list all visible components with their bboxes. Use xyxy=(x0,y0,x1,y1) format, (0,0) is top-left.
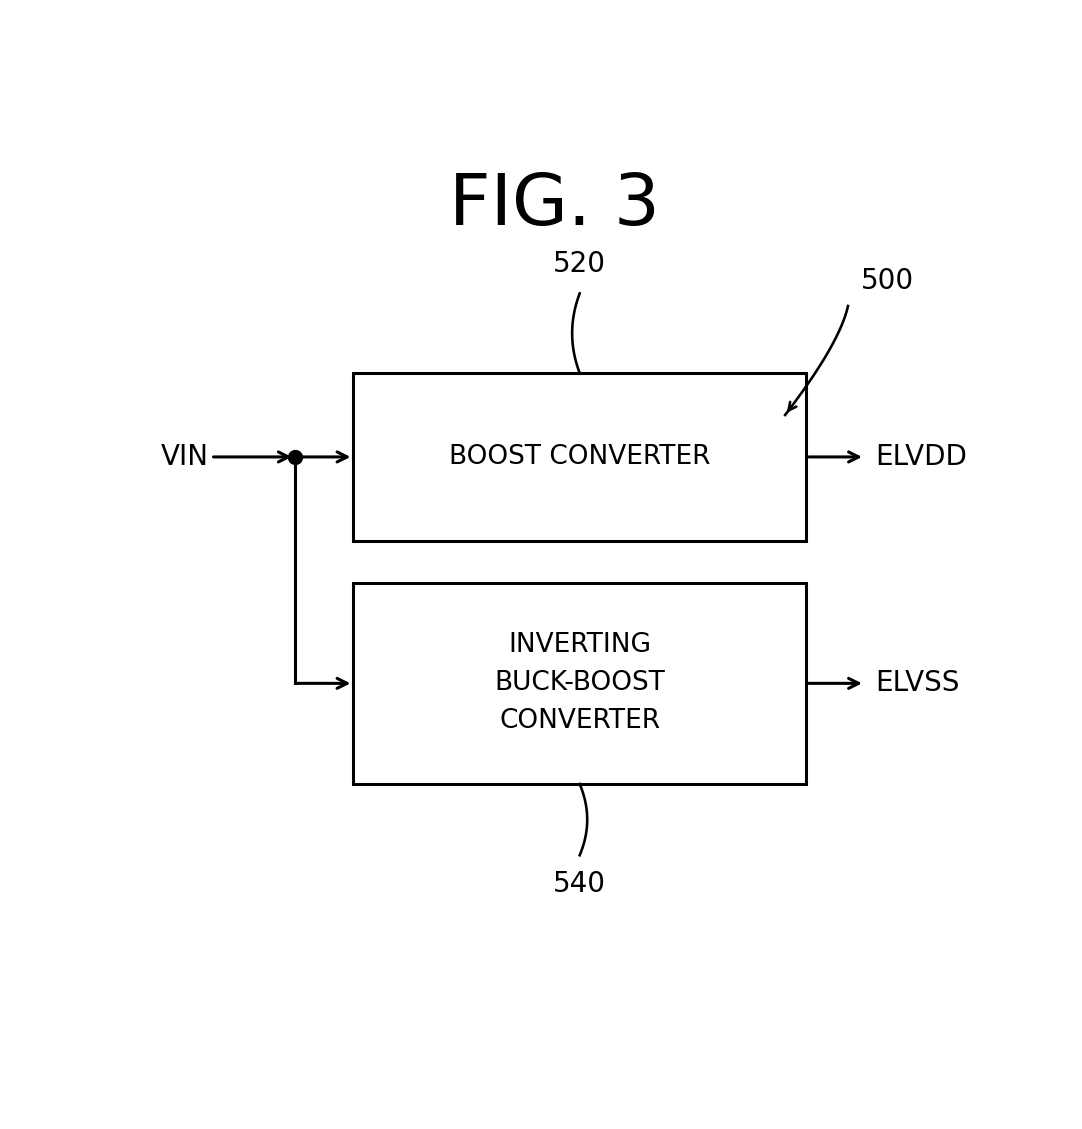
Text: ELVDD: ELVDD xyxy=(875,443,966,471)
Text: VIN: VIN xyxy=(160,443,209,471)
Text: 500: 500 xyxy=(860,266,913,295)
Bar xyxy=(353,583,806,784)
Text: ELVSS: ELVSS xyxy=(875,669,960,698)
Text: FIG. 3: FIG. 3 xyxy=(449,170,660,239)
Text: BOOST CONVERTER: BOOST CONVERTER xyxy=(449,444,711,470)
Text: INVERTING
BUCK-BOOST
CONVERTER: INVERTING BUCK-BOOST CONVERTER xyxy=(494,632,665,734)
Text: 540: 540 xyxy=(553,870,606,899)
Text: 520: 520 xyxy=(553,251,606,279)
Bar xyxy=(353,373,806,541)
